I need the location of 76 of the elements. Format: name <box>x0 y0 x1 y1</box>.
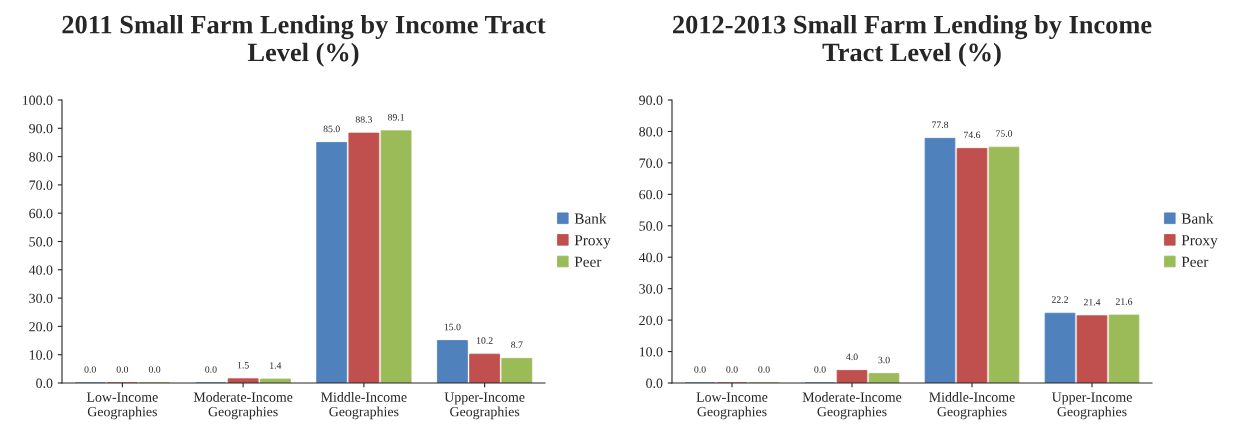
data-label: 15.0 <box>444 323 461 331</box>
bar <box>1108 314 1140 383</box>
y-tick-label: 60.0 <box>639 189 663 200</box>
data-label: 85.0 <box>323 125 340 133</box>
x-tick-label: Upper-Income Geographies <box>444 392 525 420</box>
y-tick-label: 100.0 <box>22 95 53 106</box>
bar <box>316 142 348 383</box>
data-label: 0.0 <box>116 366 129 373</box>
bar <box>348 132 380 383</box>
data-label: 10.2 <box>476 337 493 344</box>
bar <box>380 130 412 383</box>
x-tick-label: Low-Income Geographies <box>86 392 158 420</box>
data-label: 4.0 <box>846 353 858 361</box>
bar <box>501 357 533 383</box>
data-label: 1.4 <box>270 362 282 369</box>
data-label: 0.0 <box>726 366 738 373</box>
data-label: 21.6 <box>1115 298 1133 305</box>
legend-label: Bank <box>1181 213 1214 224</box>
y-tick-label: 90.0 <box>29 123 53 134</box>
y-tick-label: 30.0 <box>29 293 53 304</box>
y-tick-label: 0.0 <box>646 378 663 389</box>
x-tick-label: Middle-Income Geographies <box>321 392 407 420</box>
data-label: 0.0 <box>758 366 770 373</box>
x-tick-label: Moderate-Income Geographies <box>802 392 902 420</box>
y-tick-label: 50.0 <box>29 237 53 247</box>
x-tick-label: Upper-Income Geographies <box>1051 392 1132 420</box>
bar <box>1076 315 1108 383</box>
y-tick-label: 60.0 <box>29 208 53 219</box>
y-tick-label: 80.0 <box>639 127 663 137</box>
bar <box>924 137 956 383</box>
data-label: 0.0 <box>148 366 161 373</box>
bar <box>988 146 1020 383</box>
data-label: 0.0 <box>205 366 217 373</box>
x-tick-label: Middle-Income Geographies <box>929 392 1015 420</box>
y-tick-label: 50.0 <box>639 221 663 231</box>
bar <box>956 148 988 383</box>
y-tick-label: 10.0 <box>29 350 53 360</box>
legend-label: Proxy <box>1181 235 1218 249</box>
data-label: 0.0 <box>694 366 706 373</box>
y-tick-label: 90.0 <box>639 95 663 106</box>
y-tick-label: 20.0 <box>639 315 663 326</box>
y-tick-label: 20.0 <box>29 321 53 332</box>
y-tick-label: 30.0 <box>639 284 663 294</box>
legend-label: Peer <box>574 256 602 267</box>
data-label: 75.0 <box>996 130 1013 137</box>
legend-label: Bank <box>574 213 607 224</box>
y-tick-label: 40.0 <box>638 252 663 263</box>
bar <box>469 353 501 383</box>
data-label: 8.7 <box>511 341 523 349</box>
data-label: 0.0 <box>814 366 826 373</box>
legend-label: Proxy <box>574 235 611 249</box>
legend-label: Peer <box>1181 256 1209 267</box>
data-label: 77.8 <box>932 121 949 129</box>
data-label: 1.5 <box>237 361 249 369</box>
y-tick-label: 80.0 <box>29 152 53 162</box>
y-tick-label: 70.0 <box>29 180 53 190</box>
data-label: 21.4 <box>1083 298 1101 306</box>
data-label: 3.0 <box>878 356 890 364</box>
data-label: 88.3 <box>355 116 372 123</box>
bar <box>868 373 900 383</box>
x-tick-label: Low-Income Geographies <box>696 392 768 420</box>
y-tick-label: 40.0 <box>28 265 53 275</box>
bar <box>259 378 291 383</box>
data-label: 89.1 <box>387 113 404 121</box>
bar <box>437 340 468 383</box>
chart-title: 2012-2013 Small Farm Lending by Income Tract Level (%) <box>673 15 1152 67</box>
y-tick-label: 70.0 <box>639 158 663 168</box>
data-label: 74.6 <box>964 131 981 139</box>
y-tick-label: 10.0 <box>639 347 663 357</box>
x-tick-label: Moderate-Income Geographies <box>193 392 293 420</box>
data-label: 0.0 <box>84 366 96 373</box>
data-label: 22.2 <box>1051 296 1068 303</box>
bar <box>1044 312 1076 383</box>
y-tick-label: 0.0 <box>36 378 53 389</box>
chart-title: 2011 Small Farm Lending by Income Tract Level (%) <box>62 15 546 67</box>
bar <box>836 370 868 383</box>
